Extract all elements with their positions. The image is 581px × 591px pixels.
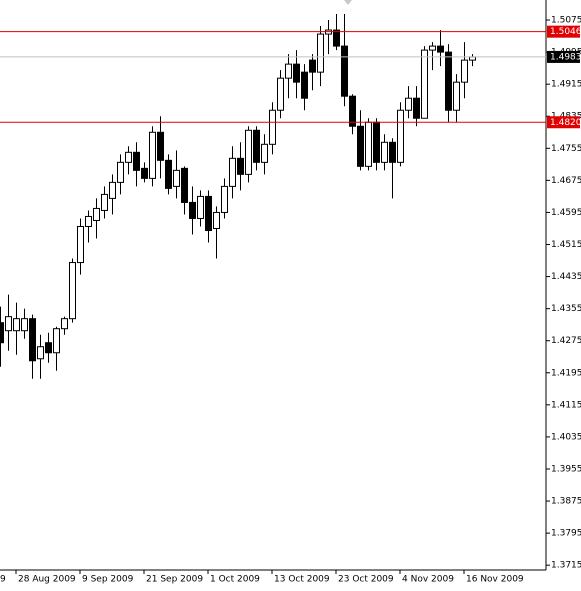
y-tick-label: 1.4675 — [551, 176, 581, 186]
candle-body — [397, 109, 404, 163]
candle-body — [357, 125, 364, 167]
candle-body — [461, 59, 468, 83]
price-level-label: 1.4983 — [550, 52, 581, 62]
y-tick-label: 1.3955 — [551, 464, 581, 474]
candle-body — [157, 131, 164, 161]
candle-body — [109, 181, 116, 199]
candle-body — [69, 262, 76, 320]
y-tick-label: 1.4355 — [551, 304, 581, 314]
candle-body — [189, 201, 196, 219]
y-tick-label: 1.4115 — [551, 400, 581, 410]
x-tick-label: 4 Nov 2009 — [402, 575, 454, 585]
candle-body — [301, 71, 308, 99]
candle-body — [309, 59, 316, 73]
y-tick-label: 1.4515 — [551, 240, 581, 250]
candle-body — [181, 167, 188, 203]
candle-body — [133, 151, 140, 171]
y-tick-label: 1.3795 — [551, 529, 581, 539]
x-tick-label: 13 Oct 2009 — [274, 575, 330, 585]
candle-body — [53, 328, 60, 354]
y-tick-label: 1.3715 — [551, 561, 581, 571]
candle-body — [285, 63, 292, 79]
candle-body — [341, 45, 348, 97]
x-tick-label: 1 Oct 2009 — [210, 575, 260, 585]
y-tick-label: 1.3875 — [551, 497, 581, 507]
candle-body — [13, 318, 20, 332]
shift-marker — [344, 0, 352, 5]
x-tick-label: 21 Sep 2009 — [146, 575, 203, 585]
candle-body — [0, 322, 4, 344]
candle-body — [21, 318, 28, 332]
y-tick-label: 1.4275 — [551, 336, 581, 346]
candle-body — [173, 169, 180, 187]
candle-body — [197, 195, 204, 219]
y-tick-label: 1.4195 — [551, 368, 581, 378]
candle-body — [277, 77, 284, 111]
candle-body — [381, 141, 388, 163]
candle-body — [45, 342, 52, 354]
candle-body — [389, 141, 396, 163]
candle-body — [29, 318, 36, 362]
y-tick-label: 1.4435 — [551, 272, 581, 282]
price-level-box — [547, 25, 580, 38]
price-level-box — [547, 50, 580, 63]
candle-body — [213, 211, 220, 229]
candle-body — [253, 129, 260, 163]
candle-body — [149, 131, 156, 179]
candle-body — [437, 45, 444, 53]
x-tick-label-partial: 9 — [0, 575, 6, 585]
candle-body — [453, 81, 460, 111]
x-tick-label: 28 Aug 2009 — [18, 575, 76, 585]
candle-body — [5, 316, 12, 332]
candle-body — [333, 29, 340, 47]
candle-body — [365, 121, 372, 167]
x-tick-label: 9 Sep 2009 — [82, 575, 134, 585]
candle-body — [317, 33, 324, 73]
candle-body — [165, 159, 172, 189]
candle-body — [229, 157, 236, 187]
y-tick-label: 1.5075 — [551, 16, 581, 26]
x-tick-label: 23 Oct 2009 — [338, 575, 394, 585]
candle-body — [445, 51, 452, 111]
candle-body — [245, 129, 252, 175]
candle-body — [421, 49, 428, 119]
price-level-box — [547, 116, 580, 129]
candle-body — [429, 45, 436, 51]
candle-body — [37, 346, 44, 360]
candle-body — [101, 193, 108, 211]
candle-body — [261, 143, 268, 163]
candle-body — [85, 215, 92, 227]
y-tick-label: 1.4035 — [551, 432, 581, 442]
candle-body — [293, 63, 300, 83]
candle-body — [93, 207, 100, 221]
candle-body — [125, 151, 132, 163]
candle-body — [221, 185, 228, 213]
candle-body — [349, 95, 356, 127]
candle-body — [141, 167, 148, 179]
candle-body — [205, 195, 212, 231]
x-tick-label: 16 Nov 2009 — [466, 575, 524, 585]
candle-body — [61, 318, 68, 330]
candle-body — [373, 121, 380, 163]
candle-body — [237, 157, 244, 175]
y-tick-label: 1.4755 — [551, 144, 581, 154]
candle-body — [117, 161, 124, 183]
price-level-label: 1.5046 — [550, 27, 581, 37]
candle-body — [269, 109, 276, 145]
price-level-label: 1.4820 — [550, 118, 581, 128]
y-tick-label: 1.4595 — [551, 208, 581, 218]
candle-body — [405, 97, 412, 111]
candle-body — [413, 97, 420, 119]
candle-body — [77, 225, 84, 264]
y-tick-label: 1.4915 — [551, 80, 581, 90]
